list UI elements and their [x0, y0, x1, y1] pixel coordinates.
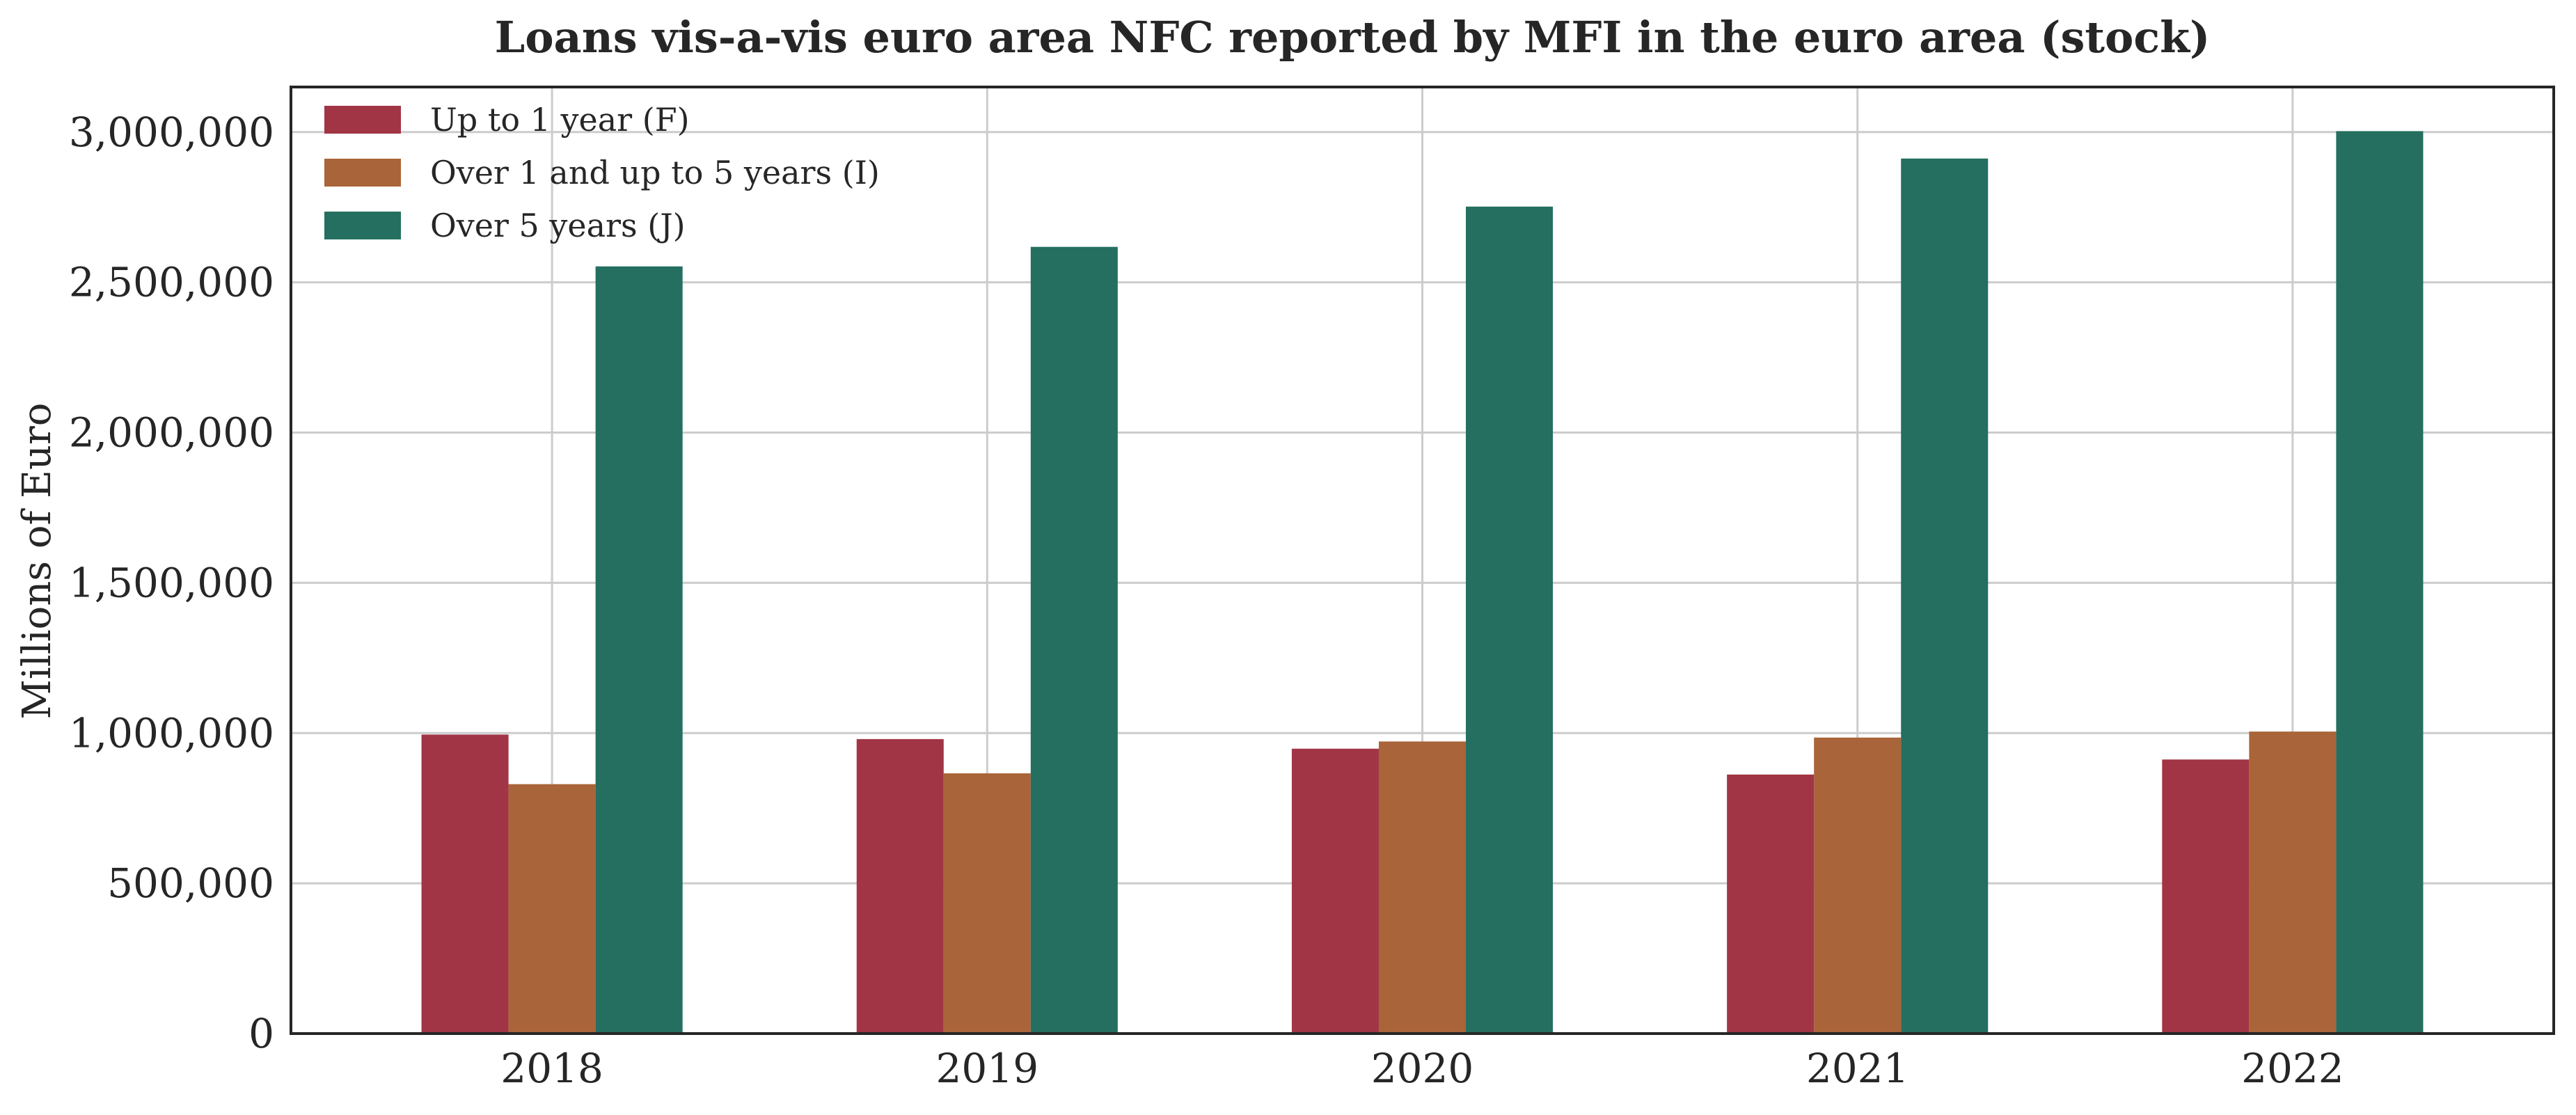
plot-frame [290, 86, 2555, 1035]
x-tick-label: 2022 [2241, 1045, 2344, 1092]
chart-title: Loans vis-a-vis euro area NFC reported b… [495, 12, 2211, 63]
bar-series-1-2019 [943, 773, 1031, 1034]
bar-series-0-2020 [1291, 748, 1379, 1034]
bar-series-2-2020 [1466, 206, 1554, 1034]
y-tick-label: 3,000,000 [69, 109, 274, 156]
x-tick-label: 2018 [500, 1045, 603, 1092]
bar-series-2-2019 [1030, 246, 1118, 1034]
bars [421, 131, 2424, 1034]
bar-series-0-2021 [1727, 774, 1815, 1034]
legend-swatch [324, 106, 401, 134]
bar-series-1-2020 [1378, 741, 1467, 1034]
bar-series-0-2019 [856, 738, 944, 1034]
y-tick-label: 1,500,000 [69, 559, 274, 606]
y-axis-ticks: 0 500,000 1,000,000 1,500,000 2,000,000 2,500… [69, 109, 274, 1057]
x-axis-ticks: 2018 2019 2020 2021 2022 [500, 1045, 2344, 1092]
y-tick-label: 2,500,000 [69, 259, 274, 306]
bar-series-1-2022 [2249, 732, 2337, 1034]
legend-swatch [324, 159, 401, 187]
y-tick-label: 0 [248, 1010, 274, 1057]
legend-label: Up to 1 year (F) [430, 101, 690, 139]
bar-series-2-2018 [595, 266, 683, 1034]
y-tick-label: 2,000,000 [69, 409, 274, 457]
y-axis-label: Millions of Euro [15, 403, 60, 720]
y-tick-label: 500,000 [107, 860, 274, 907]
x-tick-label: 2020 [1371, 1045, 1474, 1092]
legend-label: Over 1 and up to 5 years (I) [430, 154, 880, 191]
bar-series-1-2021 [1814, 737, 1902, 1034]
bar-series-1-2018 [508, 784, 596, 1034]
x-tick-label: 2019 [936, 1045, 1039, 1092]
legend: Up to 1 year (F) Over 1 and up to 5 years… [324, 101, 880, 244]
bar-series-2-2022 [2336, 131, 2424, 1034]
bar-series-2-2021 [1901, 158, 1989, 1034]
bar-series-0-2022 [2162, 759, 2250, 1034]
y-tick-label: 1,000,000 [69, 709, 274, 757]
x-tick-label: 2021 [1806, 1045, 1909, 1092]
legend-swatch [324, 212, 401, 239]
legend-label: Over 5 years (J) [430, 207, 686, 244]
bar-series-0-2018 [421, 734, 509, 1034]
